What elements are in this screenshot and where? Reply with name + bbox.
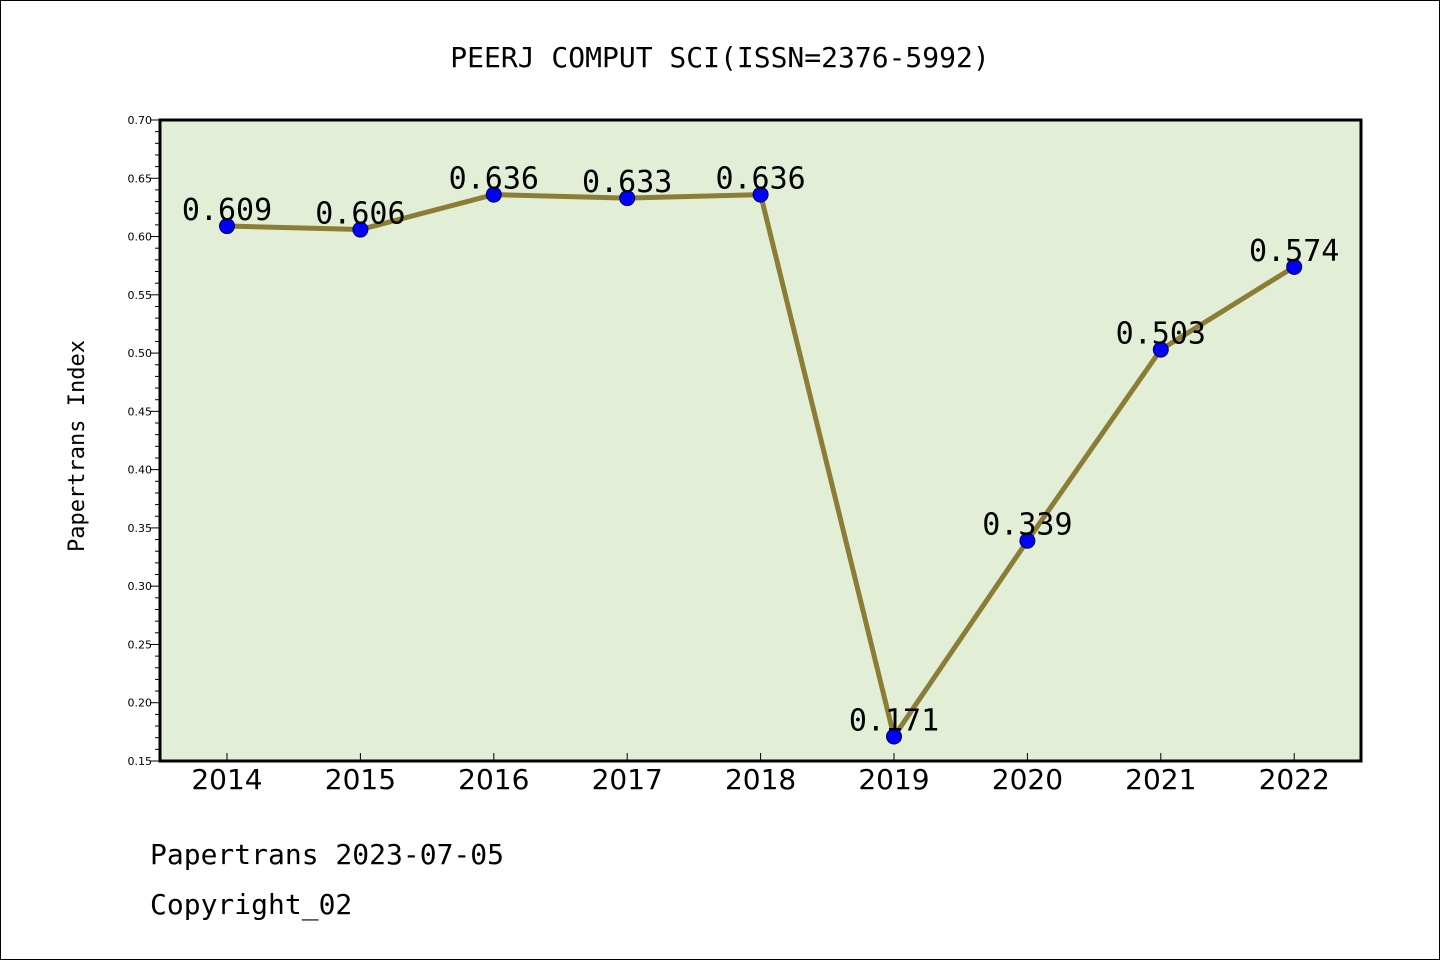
y-tick-label: 0.40 bbox=[128, 464, 153, 477]
x-tick-label: 2019 bbox=[858, 763, 929, 796]
data-label: 0.503 bbox=[1116, 317, 1206, 352]
plot-frame bbox=[158, 118, 1363, 763]
x-tick-label: 2016 bbox=[458, 763, 529, 796]
data-point bbox=[1286, 258, 1303, 275]
x-tick-label: 2017 bbox=[592, 763, 663, 796]
y-tick-label: 0.60 bbox=[128, 231, 153, 244]
data-point bbox=[752, 186, 769, 203]
data-label: 0.636 bbox=[715, 162, 805, 197]
data-label: 0.171 bbox=[849, 704, 939, 739]
data-label: 0.339 bbox=[982, 508, 1072, 543]
data-label: 0.574 bbox=[1249, 234, 1339, 269]
y-tick-label: 0.50 bbox=[128, 347, 153, 360]
data-point bbox=[219, 218, 235, 235]
x-tick-label: 2021 bbox=[1125, 763, 1196, 796]
x-tick-label: 2018 bbox=[725, 763, 796, 796]
data-label: 0.636 bbox=[449, 162, 539, 197]
x-axis: 2014 2015 2016 2017 2018 2019 2020 2021 2022 bbox=[191, 753, 1330, 796]
x-tick-label: 2014 bbox=[191, 763, 262, 796]
y-tick-label: 0.65 bbox=[128, 172, 153, 185]
data-point bbox=[619, 190, 636, 207]
y-tick-label: 0.45 bbox=[128, 405, 153, 418]
y-tick-label: 0.15 bbox=[128, 755, 153, 768]
data-label: 0.606 bbox=[315, 197, 405, 232]
x-tick-label: 2015 bbox=[325, 763, 396, 796]
y-tick-label: 0.70 bbox=[128, 114, 153, 127]
y-tick-label: 0.55 bbox=[128, 289, 153, 302]
y-tick-label: 0.20 bbox=[128, 697, 153, 710]
data-point bbox=[1152, 341, 1169, 358]
series-layer bbox=[219, 186, 1303, 745]
data-labels: 0.609 0.606 0.636 0.633 0.636 0.171 0.339 0.503… bbox=[182, 162, 1340, 739]
y-axis: 0.15 0.20 0.25 0.30 0.35 0.40 0.45 0.50 0.55 0.60… bbox=[128, 114, 160, 768]
footer-date: Papertrans 2023-07-05 bbox=[150, 838, 504, 871]
data-point bbox=[886, 728, 902, 745]
chart-title: PEERJ COMPUT SCI(ISSN=2376-5992) bbox=[450, 41, 989, 74]
y-tick-label: 0.30 bbox=[128, 580, 153, 593]
y-axis-label: Papertrans Index bbox=[65, 340, 90, 552]
data-label: 0.609 bbox=[182, 193, 272, 228]
x-tick-label: 2022 bbox=[1259, 763, 1330, 796]
data-point bbox=[485, 186, 502, 203]
x-tick-label: 2020 bbox=[992, 763, 1063, 796]
y-tick-label: 0.35 bbox=[128, 522, 153, 535]
data-label: 0.633 bbox=[582, 165, 672, 200]
data-point bbox=[1019, 532, 1036, 549]
footer-copyright: Copyright_02 bbox=[150, 888, 352, 922]
data-point bbox=[352, 221, 369, 238]
y-tick-label: 0.25 bbox=[128, 638, 153, 651]
